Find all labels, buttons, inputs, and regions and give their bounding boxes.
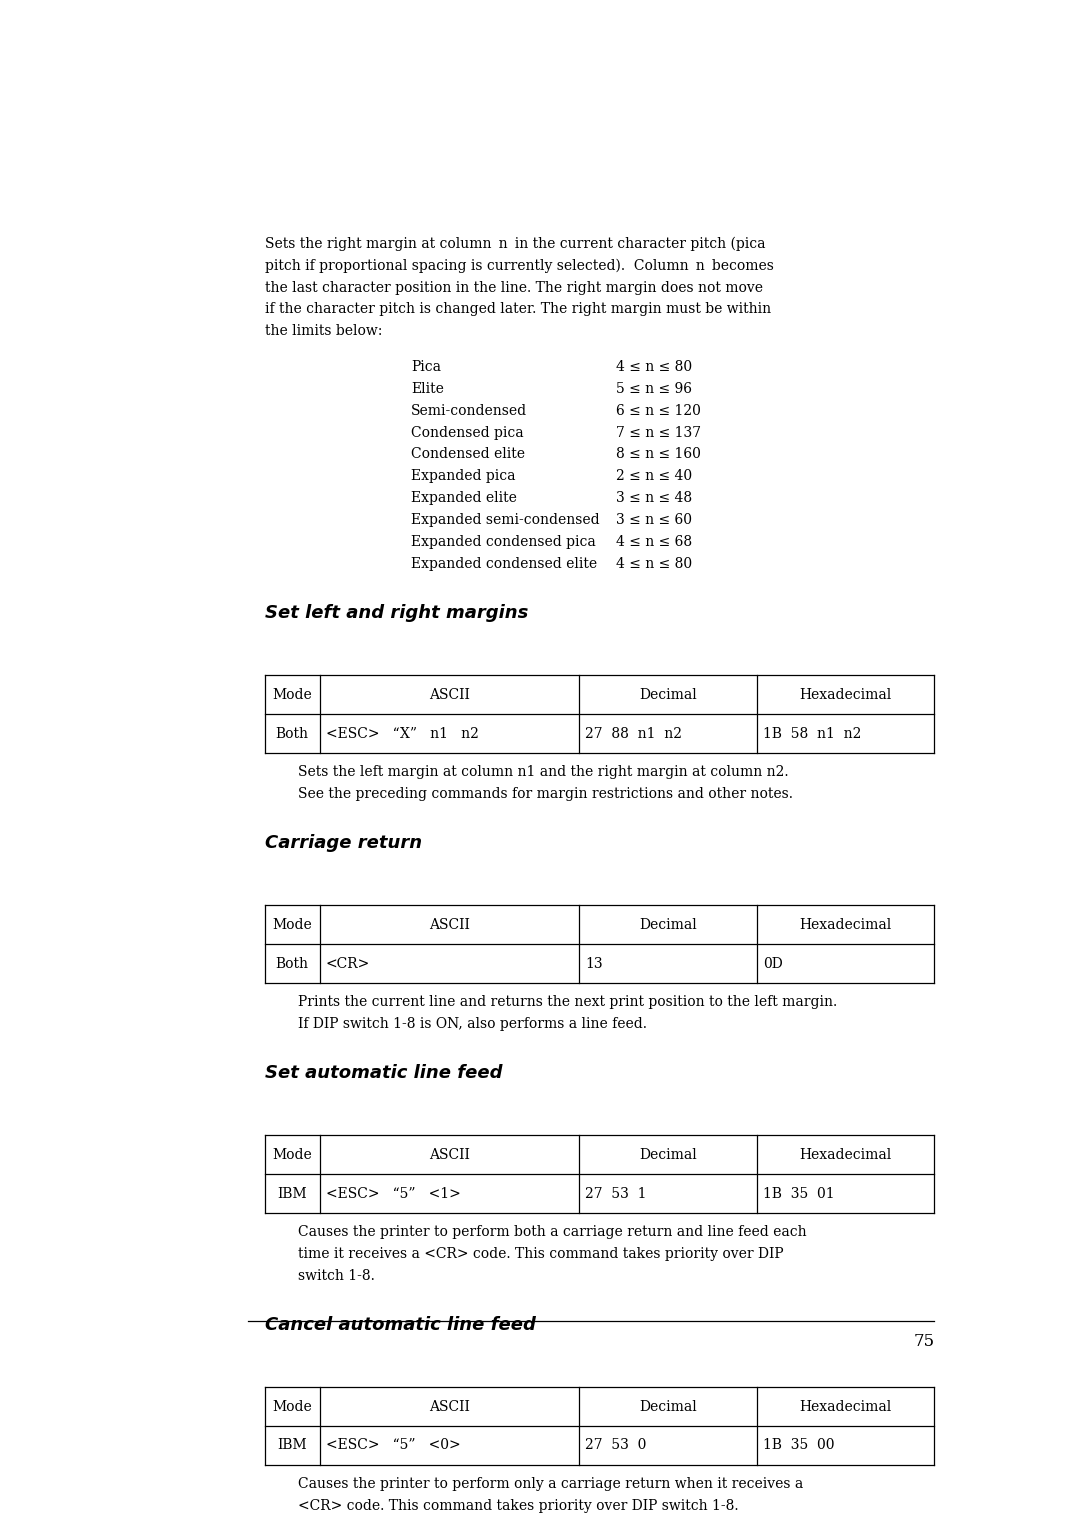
Text: switch 1-8.: switch 1-8. bbox=[298, 1268, 375, 1282]
Text: See the preceding commands for margin restrictions and other notes.: See the preceding commands for margin re… bbox=[298, 786, 793, 801]
Text: Expanded condensed pica: Expanded condensed pica bbox=[411, 535, 596, 548]
Text: if the character pitch is changed later. The right margin must be within: if the character pitch is changed later.… bbox=[265, 302, 771, 317]
Text: the limits below:: the limits below: bbox=[265, 325, 382, 339]
Text: 4 ≤ n ≤ 68: 4 ≤ n ≤ 68 bbox=[617, 535, 692, 548]
Text: Cancel automatic line feed: Cancel automatic line feed bbox=[265, 1316, 536, 1334]
Text: Decimal: Decimal bbox=[639, 688, 697, 702]
Text: If DIP switch 1-8 is ON, also performs a line feed.: If DIP switch 1-8 is ON, also performs a… bbox=[298, 1017, 647, 1031]
Text: the last character position in the line. The right margin does not move: the last character position in the line.… bbox=[265, 280, 762, 294]
Text: ASCII: ASCII bbox=[429, 1147, 470, 1161]
Text: <CR>: <CR> bbox=[325, 956, 369, 971]
Text: 6 ≤ n ≤ 120: 6 ≤ n ≤ 120 bbox=[617, 404, 701, 418]
Text: Expanded semi-condensed: Expanded semi-condensed bbox=[411, 513, 599, 527]
Text: Semi-condensed: Semi-condensed bbox=[411, 404, 527, 418]
Text: Sets the right margin at column  n  in the current character pitch (pica: Sets the right margin at column n in the… bbox=[265, 237, 766, 251]
Text: pitch if proportional spacing is currently selected).  Column  n  becomes: pitch if proportional spacing is current… bbox=[265, 259, 773, 273]
Text: Hexadecimal: Hexadecimal bbox=[799, 688, 892, 702]
Text: Expanded pica: Expanded pica bbox=[411, 469, 516, 483]
Text: 27  53  0: 27 53 0 bbox=[585, 1439, 647, 1452]
Text: Decimal: Decimal bbox=[639, 918, 697, 931]
Text: Condensed pica: Condensed pica bbox=[411, 426, 524, 440]
Text: Both: Both bbox=[275, 956, 309, 971]
Text: <ESC>   “5”   <1>: <ESC> “5” <1> bbox=[325, 1187, 460, 1201]
Text: Both: Both bbox=[275, 726, 309, 740]
Text: IBM: IBM bbox=[278, 1439, 307, 1452]
Text: Decimal: Decimal bbox=[639, 1147, 697, 1161]
Text: 1B  58  n1  n2: 1B 58 n1 n2 bbox=[762, 726, 861, 740]
Text: ASCII: ASCII bbox=[429, 688, 470, 702]
Text: <ESC>   “X”   n1   n2: <ESC> “X” n1 n2 bbox=[325, 726, 478, 740]
Text: Causes the printer to perform both a carriage return and line feed each: Causes the printer to perform both a car… bbox=[298, 1226, 807, 1239]
Text: Condensed elite: Condensed elite bbox=[411, 447, 525, 461]
Text: time it receives a <CR> code. This command takes priority over DIP: time it receives a <CR> code. This comma… bbox=[298, 1247, 784, 1261]
Text: Set left and right margins: Set left and right margins bbox=[265, 605, 528, 622]
Text: 27  88  n1  n2: 27 88 n1 n2 bbox=[585, 726, 683, 740]
Text: Mode: Mode bbox=[272, 688, 312, 702]
Text: Set automatic line feed: Set automatic line feed bbox=[265, 1065, 502, 1083]
Text: 0D: 0D bbox=[762, 956, 783, 971]
Text: 3 ≤ n ≤ 48: 3 ≤ n ≤ 48 bbox=[617, 492, 692, 506]
Text: Hexadecimal: Hexadecimal bbox=[799, 1400, 892, 1414]
Text: Decimal: Decimal bbox=[639, 1400, 697, 1414]
Text: 4 ≤ n ≤ 80: 4 ≤ n ≤ 80 bbox=[617, 360, 692, 374]
Text: Mode: Mode bbox=[272, 1400, 312, 1414]
Text: 3 ≤ n ≤ 60: 3 ≤ n ≤ 60 bbox=[617, 513, 692, 527]
Text: 5 ≤ n ≤ 96: 5 ≤ n ≤ 96 bbox=[617, 381, 692, 395]
Text: 75: 75 bbox=[914, 1333, 934, 1350]
Text: 13: 13 bbox=[585, 956, 603, 971]
Text: Carriage return: Carriage return bbox=[265, 835, 422, 852]
Text: Elite: Elite bbox=[411, 381, 444, 395]
Text: Mode: Mode bbox=[272, 1147, 312, 1161]
Text: 7 ≤ n ≤ 137: 7 ≤ n ≤ 137 bbox=[617, 426, 701, 440]
Text: <CR> code. This command takes priority over DIP switch 1-8.: <CR> code. This command takes priority o… bbox=[298, 1498, 739, 1512]
Text: ASCII: ASCII bbox=[429, 1400, 470, 1414]
Text: Mode: Mode bbox=[272, 918, 312, 931]
Text: Sets the left margin at column n1 and the right margin at column n2.: Sets the left margin at column n1 and th… bbox=[298, 764, 788, 778]
Text: Hexadecimal: Hexadecimal bbox=[799, 1147, 892, 1161]
Text: 1B  35  00: 1B 35 00 bbox=[762, 1439, 834, 1452]
Text: ASCII: ASCII bbox=[429, 918, 470, 931]
Text: Hexadecimal: Hexadecimal bbox=[799, 918, 892, 931]
Text: <ESC>   “5”   <0>: <ESC> “5” <0> bbox=[325, 1439, 460, 1452]
Text: Prints the current line and returns the next print position to the left margin.: Prints the current line and returns the … bbox=[298, 994, 837, 1010]
Text: Expanded condensed elite: Expanded condensed elite bbox=[411, 556, 597, 570]
Text: Expanded elite: Expanded elite bbox=[411, 492, 517, 506]
Text: IBM: IBM bbox=[278, 1187, 307, 1201]
Text: Pica: Pica bbox=[411, 360, 442, 374]
Text: 2 ≤ n ≤ 40: 2 ≤ n ≤ 40 bbox=[617, 469, 692, 483]
Text: 27  53  1: 27 53 1 bbox=[585, 1187, 647, 1201]
Text: Causes the printer to perform only a carriage return when it receives a: Causes the printer to perform only a car… bbox=[298, 1477, 804, 1491]
Text: 4 ≤ n ≤ 80: 4 ≤ n ≤ 80 bbox=[617, 556, 692, 570]
Text: 1B  35  01: 1B 35 01 bbox=[762, 1187, 835, 1201]
Text: 8 ≤ n ≤ 160: 8 ≤ n ≤ 160 bbox=[617, 447, 701, 461]
